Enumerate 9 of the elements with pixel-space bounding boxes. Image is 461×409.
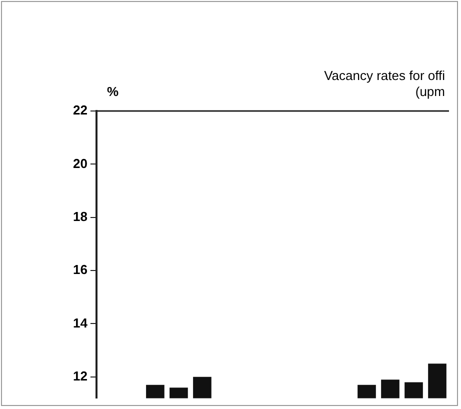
- y-tick-label: 22: [72, 102, 88, 118]
- y-axis-title: %: [107, 84, 119, 99]
- y-tick-label: 12: [72, 368, 88, 384]
- y-tick-label: 20: [72, 156, 88, 171]
- y-tick-label: 16: [72, 262, 88, 278]
- chart-title: Vacancy rates for offi: [324, 68, 445, 84]
- chart-subtitle: (upm: [414, 84, 445, 100]
- y-tick-label: 14: [72, 315, 88, 330]
- y-tick-label: 18: [72, 208, 88, 224]
